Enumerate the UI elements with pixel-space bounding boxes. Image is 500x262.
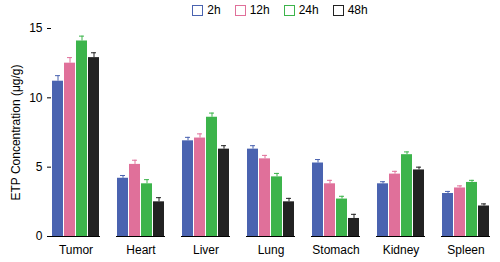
html-text:12h: 12h	[249, 3, 270, 17]
html-text:24h: 24h	[298, 3, 319, 17]
svg-text:Spleen: Spleen	[447, 243, 484, 257]
svg-text:Lung: Lung	[258, 243, 285, 257]
svg-text:ETP Concentration (μg/g): ETP Concentration (μg/g)	[9, 64, 23, 200]
svg-text:10: 10	[29, 91, 43, 105]
svg-text:Tumor: Tumor	[59, 243, 93, 257]
svg-text:15: 15	[29, 21, 43, 35]
svg-text:Heart: Heart	[126, 243, 156, 257]
svg-text:Kidney: Kidney	[383, 243, 420, 257]
svg-text:0: 0	[36, 229, 43, 243]
svg-text:Liver: Liver	[193, 243, 219, 257]
svg-text:Stomach: Stomach	[312, 243, 359, 257]
html-text:48h: 48h	[347, 3, 368, 17]
svg-text:5: 5	[36, 160, 43, 174]
html-text:2h: 2h	[207, 3, 221, 17]
